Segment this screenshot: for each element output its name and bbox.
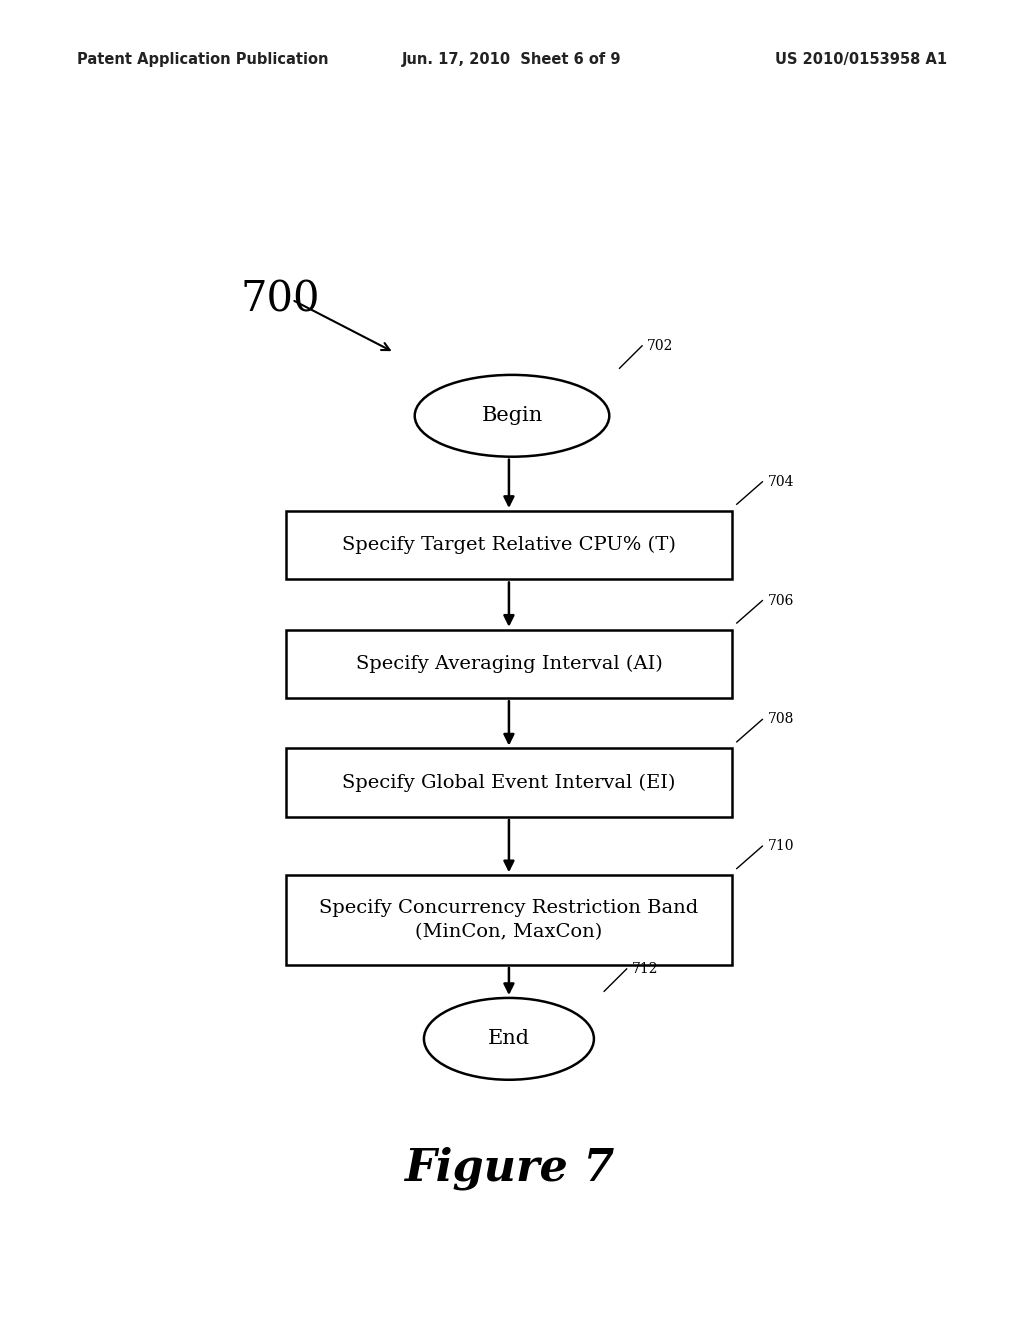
Text: Figure 7: Figure 7 <box>403 1147 614 1189</box>
Text: 710: 710 <box>768 840 794 853</box>
Text: 708: 708 <box>768 713 794 726</box>
Ellipse shape <box>415 375 609 457</box>
Text: Specify Concurrency Restriction Band
(MinCon, MaxCon): Specify Concurrency Restriction Band (Mi… <box>319 899 698 941</box>
FancyBboxPatch shape <box>286 875 731 965</box>
FancyBboxPatch shape <box>286 511 731 579</box>
Text: US 2010/0153958 A1: US 2010/0153958 A1 <box>775 51 947 67</box>
FancyBboxPatch shape <box>286 630 731 698</box>
Text: 712: 712 <box>632 962 658 975</box>
Ellipse shape <box>424 998 594 1080</box>
Text: 702: 702 <box>647 339 674 352</box>
Text: 700: 700 <box>241 279 321 321</box>
Text: 704: 704 <box>768 475 794 488</box>
Text: Begin: Begin <box>481 407 543 425</box>
Text: Specify Global Event Interval (EI): Specify Global Event Interval (EI) <box>342 774 676 792</box>
Text: Patent Application Publication: Patent Application Publication <box>77 51 329 67</box>
FancyBboxPatch shape <box>286 748 731 817</box>
Text: Jun. 17, 2010  Sheet 6 of 9: Jun. 17, 2010 Sheet 6 of 9 <box>402 51 622 67</box>
Text: Specify Target Relative CPU% (T): Specify Target Relative CPU% (T) <box>342 536 676 554</box>
Text: End: End <box>487 1030 530 1048</box>
Text: Specify Averaging Interval (AI): Specify Averaging Interval (AI) <box>355 655 663 673</box>
Text: 706: 706 <box>768 594 794 607</box>
